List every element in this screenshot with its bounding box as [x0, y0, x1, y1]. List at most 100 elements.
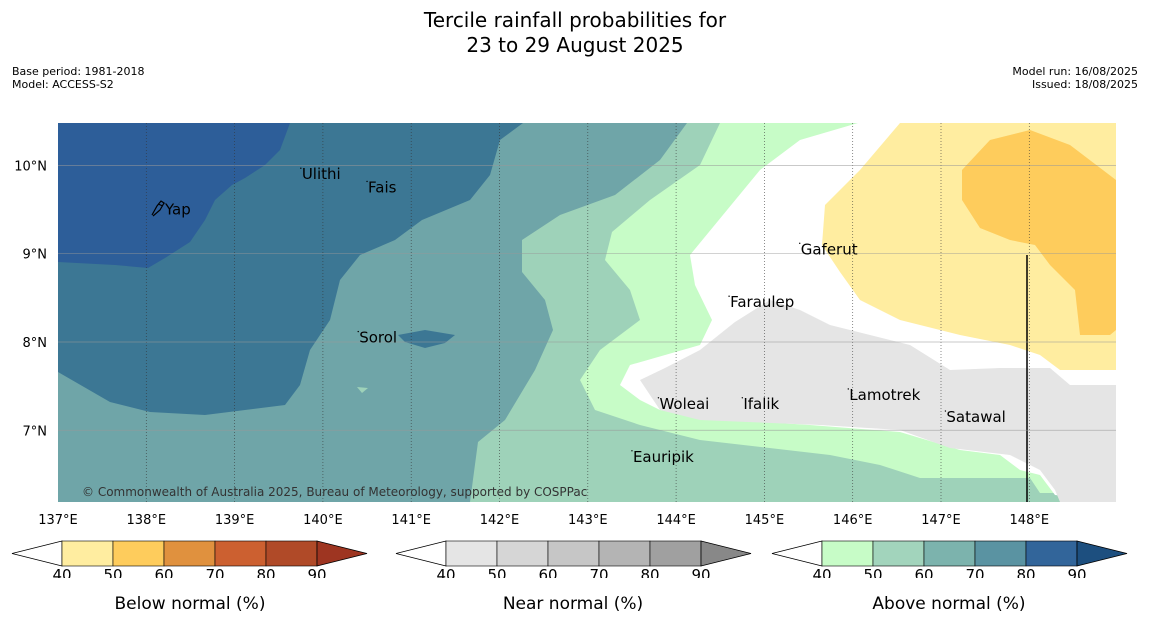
chart-title: Tercile rainfall probabilities for 23 to… — [0, 8, 1150, 58]
colorbar-tick-label: 40 — [436, 566, 455, 578]
base-period-info: Base period: 1981-2018 Model: ACCESS-S2 — [12, 65, 144, 91]
colorbar-below-normal: 40 50 60 70 80 90 — [11, 540, 368, 578]
title-line-1: Tercile rainfall probabilities for — [423, 8, 727, 32]
x-tick-label: 147°E — [921, 513, 961, 528]
place-label-eauripik: Eauripik — [633, 448, 694, 466]
place-label-faraulep: Faraulep — [730, 293, 794, 311]
colorbar-tick-label: 90 — [307, 566, 326, 578]
place-label-sorol: Sorol — [359, 329, 397, 347]
place-marker — [799, 242, 801, 244]
x-tick-label: 143°E — [568, 513, 608, 528]
colorbar-tick-label: 50 — [103, 566, 122, 578]
place-marker — [728, 295, 730, 297]
x-tick-label: 140°E — [303, 513, 343, 528]
colorbar-near-normal: 40 50 60 70 80 90 — [395, 540, 752, 578]
place-labels: Yap Ulithi Fais Sorol Gaferut Faraulep Woleai I… — [163, 165, 1006, 466]
x-tick-label: 137°E — [38, 513, 78, 528]
near-normal-40-region — [640, 300, 1116, 502]
place-marker — [366, 180, 368, 183]
y-tick-label: 9°N — [23, 248, 48, 263]
colorbar-tick-label: 70 — [589, 566, 608, 578]
near-normal-label: Near normal (%) — [502, 594, 644, 614]
place-marker — [741, 397, 744, 399]
above-80-region — [58, 123, 290, 268]
x-tick-label: 144°E — [656, 513, 696, 528]
place-marker — [631, 450, 633, 452]
place-label-gaferut: Gaferut — [801, 240, 858, 258]
colorbar-tick-label: 50 — [863, 566, 882, 578]
colorbar-below-normal-segments: 40 50 60 70 80 90 — [11, 540, 368, 578]
colorbar-segment — [112, 540, 165, 567]
above-normal-label: Above normal (%) — [872, 594, 1026, 614]
x-tick-label: 148°E — [1010, 513, 1050, 528]
colorbar-above-normal: 40 50 60 70 80 90 — [771, 540, 1128, 578]
colorbar-near-normal-segments: 40 50 60 70 80 90 — [395, 540, 752, 578]
colorbar-low-extension — [11, 540, 63, 567]
colorbar-tick-label: 80 — [256, 566, 275, 578]
above-70-patch — [398, 330, 455, 348]
below-normal-label: Below normal (%) — [114, 594, 266, 614]
colorbar-segment — [61, 540, 114, 567]
colorbar-high-extension — [1076, 540, 1128, 567]
colorbar-tick-label: 60 — [538, 566, 557, 578]
above-50-patch — [357, 387, 368, 393]
colorbar-segment — [163, 540, 216, 567]
colorbar-tick-label: 70 — [965, 566, 984, 578]
colorbar-segment — [598, 540, 651, 567]
colorbar-tick-label: 80 — [640, 566, 659, 578]
probability-field — [58, 123, 1116, 502]
colorbar-tick-label: 50 — [487, 566, 506, 578]
colorbar-tick-label: 40 — [52, 566, 71, 578]
issued-text: Issued: 18/08/2025 — [1031, 78, 1138, 91]
colorbar-tick-label: 60 — [914, 566, 933, 578]
colorbar-low-extension — [395, 540, 447, 567]
graticule — [58, 123, 1116, 502]
colorbar-tick-label: 70 — [205, 566, 224, 578]
x-tick-label: 141°E — [391, 513, 431, 528]
colorbar-segment — [496, 540, 549, 567]
colorbar-high-extension — [700, 540, 752, 567]
x-tick-label: 138°E — [127, 513, 167, 528]
y-tick-label: 8°N — [23, 336, 48, 351]
title-line-2: 23 to 29 August 2025 — [466, 33, 684, 57]
place-label-ifalik: Ifalik — [743, 395, 779, 413]
place-label-satawal: Satawal — [946, 408, 1005, 426]
colorbar-segment — [1025, 540, 1078, 567]
model-run-text: Model run: 16/08/2025 — [1012, 65, 1138, 78]
x-tick-label: 146°E — [833, 513, 873, 528]
place-marker — [944, 410, 947, 412]
colorbar-tick-label: 90 — [691, 566, 710, 578]
x-tick-label: 139°E — [215, 513, 255, 528]
colorbar-segment — [872, 540, 925, 567]
y-tick-labels: 10°N 9°N 8°N 7°N — [14, 159, 47, 439]
colorbar-segment — [923, 540, 976, 567]
place-label-ulithi: Ulithi — [302, 165, 341, 183]
copyright-text: © Commonwealth of Australia 2025, Bureau… — [82, 485, 587, 499]
place-label-fais: Fais — [368, 178, 397, 196]
colorbar-high-extension — [316, 540, 368, 567]
below-50-region — [962, 130, 1116, 335]
colorbar-segment — [547, 540, 600, 567]
x-tick-label: 142°E — [480, 513, 520, 528]
base-period-text: Base period: 1981-2018 — [12, 65, 145, 78]
colorbar-tick-label: 60 — [154, 566, 173, 578]
colorbar-segment — [445, 540, 498, 567]
place-marker — [300, 167, 302, 169]
colorbar-segment — [214, 540, 267, 567]
colorbar-segment — [265, 540, 318, 567]
place-label-lamotrek: Lamotrek — [849, 386, 920, 404]
colorbar-tick-label: 80 — [1016, 566, 1035, 578]
y-tick-label: 7°N — [23, 424, 48, 439]
place-label-yap: Yap — [164, 201, 191, 219]
place-label-woleai: Woleai — [659, 395, 709, 413]
colorbar-low-extension — [771, 540, 823, 567]
yap-island-outline — [151, 200, 165, 217]
colorbar-segment — [821, 540, 874, 567]
model-text: Model: ACCESS-S2 — [12, 78, 114, 91]
colorbar-segment — [649, 540, 702, 567]
colorbar-tick-label: 40 — [812, 566, 831, 578]
x-tick-labels: 137°E 138°E 139°E 140°E 141°E 142°E 143°E 144°E… — [38, 513, 1049, 528]
y-tick-label: 10°N — [14, 159, 47, 174]
place-marker — [847, 388, 849, 390]
